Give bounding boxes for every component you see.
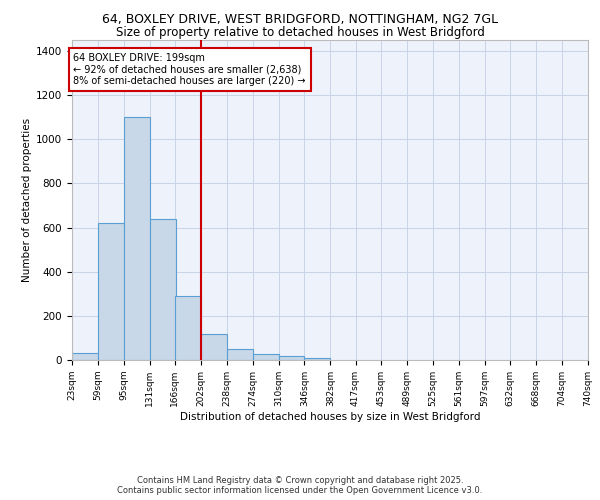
Text: 64, BOXLEY DRIVE, WEST BRIDGFORD, NOTTINGHAM, NG2 7GL: 64, BOXLEY DRIVE, WEST BRIDGFORD, NOTTIN… (102, 12, 498, 26)
Bar (278, 356, 304, 360)
X-axis label: Distribution of detached houses by size in West Bridgford: Distribution of detached houses by size … (180, 412, 480, 422)
Bar (201, 334, 227, 360)
Bar (253, 354, 278, 360)
Text: 64 BOXLEY DRIVE: 199sqm
← 92% of detached houses are smaller (2,638)
8% of semi-: 64 BOXLEY DRIVE: 199sqm ← 92% of detache… (73, 53, 306, 86)
Bar (98, 223, 124, 360)
Bar (124, 117, 150, 360)
Bar (227, 349, 253, 360)
Y-axis label: Number of detached properties: Number of detached properties (22, 118, 32, 282)
Bar (72, 354, 98, 360)
Text: Contains HM Land Registry data © Crown copyright and database right 2025.
Contai: Contains HM Land Registry data © Crown c… (118, 476, 482, 495)
Text: Size of property relative to detached houses in West Bridgford: Size of property relative to detached ho… (116, 26, 484, 39)
Bar (150, 219, 176, 360)
Bar (175, 296, 201, 360)
Bar (304, 358, 331, 360)
